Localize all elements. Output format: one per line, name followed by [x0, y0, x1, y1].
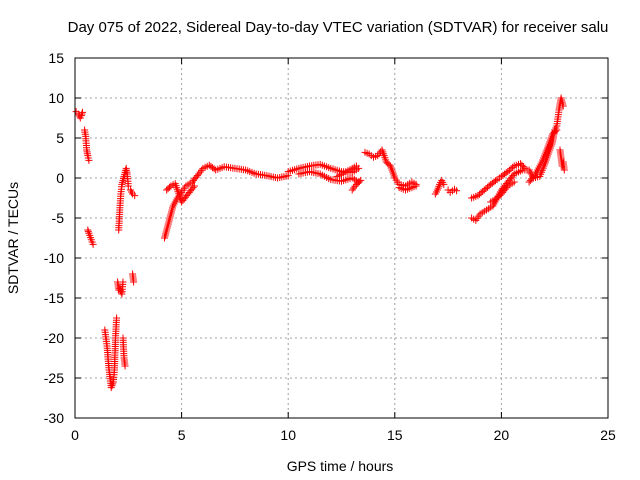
data-point: [509, 163, 517, 171]
data-point: [84, 228, 92, 236]
data-point: [196, 168, 204, 176]
data-point: [85, 156, 93, 164]
x-tick-label: 0: [71, 427, 79, 443]
x-tick-label: 5: [178, 427, 186, 443]
data-point: [510, 178, 518, 186]
data-point: [130, 278, 138, 286]
data-point: [551, 127, 559, 135]
data-point: [189, 184, 197, 192]
data-point: [434, 184, 442, 192]
axis-ticks: [74, 57, 609, 419]
data-point: [89, 240, 97, 248]
data-point: [518, 161, 526, 169]
data-point: [503, 184, 510, 192]
data-point: [131, 192, 139, 200]
y-tick-label: -20: [44, 330, 64, 346]
grid-lines: [75, 58, 608, 418]
y-tick-label: 15: [48, 50, 64, 66]
y-tick-label: -5: [52, 210, 65, 226]
data-point: [412, 182, 420, 190]
data-point: [79, 108, 86, 116]
data-point: [453, 187, 461, 195]
data-point: [119, 278, 127, 286]
data-point: [560, 166, 568, 174]
y-tick-label: -15: [44, 290, 64, 306]
data-point: [121, 362, 129, 370]
x-tick-label: 20: [494, 427, 510, 443]
y-axis-label: SDTVAR / TECUs: [5, 182, 21, 294]
data-points: [72, 94, 568, 392]
plot-frame: [74, 57, 609, 419]
x-tick-label: 25: [600, 427, 616, 443]
y-tick-label: 5: [56, 130, 64, 146]
x-axis-label: GPS time / hours: [287, 458, 394, 474]
data-point: [350, 184, 358, 192]
data-point: [559, 102, 567, 110]
tick-labels: 0 5 10 15 20 25 -30 -25 -20 -15 -10 -5 0 5 10 15: [44, 50, 616, 443]
data-point: [357, 176, 365, 184]
data-point: [519, 163, 527, 171]
data-point: [352, 162, 360, 170]
data-point: [113, 314, 121, 322]
x-tick-label: 15: [387, 427, 403, 443]
y-tick-label: 0: [56, 170, 64, 186]
data-point: [78, 110, 86, 118]
data-point: [355, 178, 363, 186]
data-point: [190, 182, 198, 190]
data-point: [108, 382, 116, 390]
y-tick-label: -25: [44, 370, 64, 386]
y-tick-label: 10: [48, 90, 64, 106]
data-point: [553, 126, 561, 134]
x-tick-label: 10: [280, 427, 296, 443]
y-tick-label: -10: [44, 250, 64, 266]
data-point: [440, 180, 448, 188]
chart-title: Day 075 of 2022, Sidereal Day-to-day VTE…: [68, 19, 609, 36]
data-point: [530, 172, 538, 180]
data-point: [492, 177, 499, 185]
data-point: [166, 183, 173, 191]
data-point: [124, 182, 132, 190]
data-point: [379, 148, 387, 156]
y-tick-label: -30: [44, 410, 64, 426]
data-point: [521, 164, 529, 172]
